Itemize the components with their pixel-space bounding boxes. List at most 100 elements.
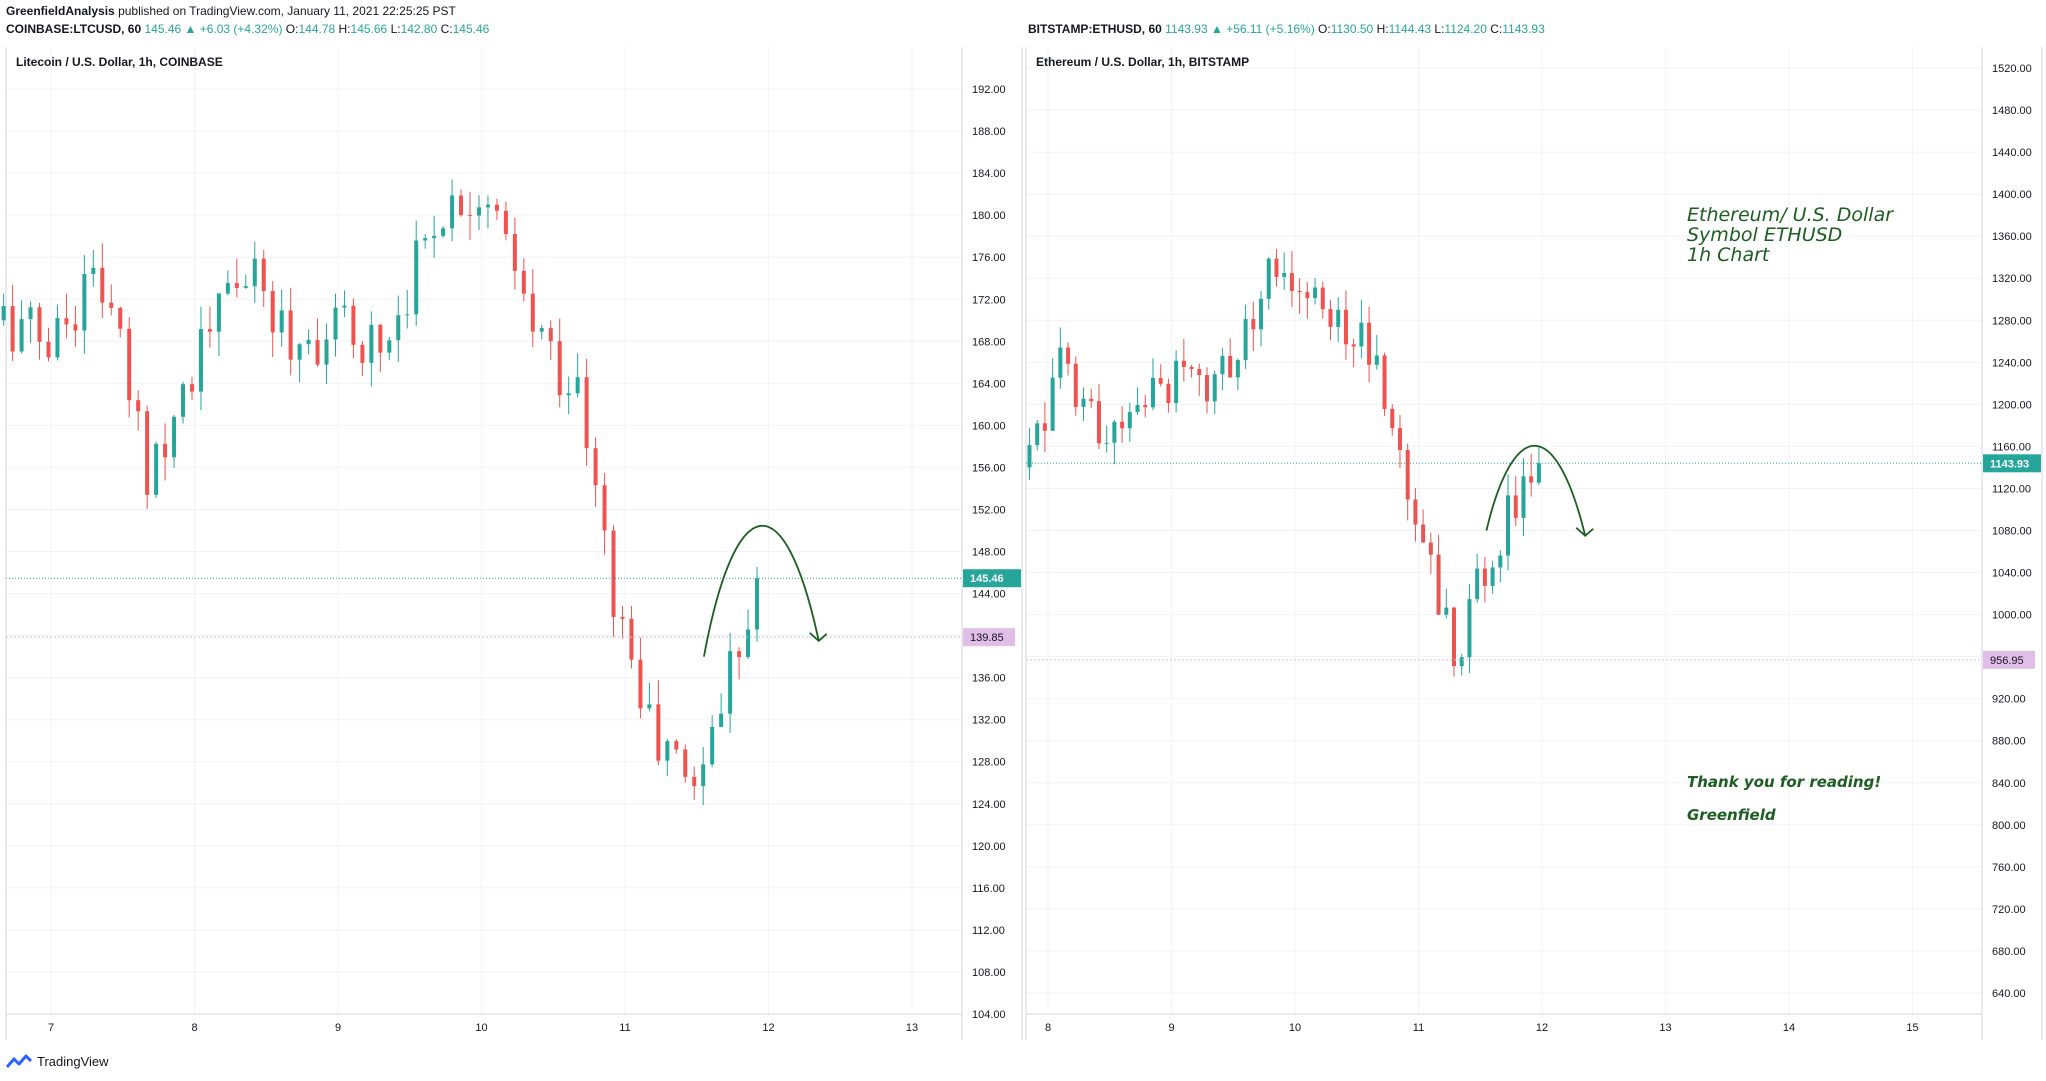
- ltc-candle-body: [728, 651, 733, 714]
- eth-candle-body: [1336, 309, 1341, 327]
- eth-candle-body: [1436, 554, 1441, 615]
- ltc-candle-body: [656, 704, 661, 761]
- ltc-chart-svg[interactable]: 104.00 108.00 112.00 116.00 120.00 124.00 128.…: [1, 47, 1023, 1045]
- ltc-x-tick-label: 8: [191, 1022, 197, 1034]
- author-name[interactable]: GreenfieldAnalysis: [6, 4, 115, 18]
- eth-candle-body: [1428, 542, 1433, 555]
- ltc-last-price-tag: [963, 569, 1021, 588]
- ltc-last-price: 145.46: [144, 22, 182, 36]
- ltc-x-tick-label: 7: [48, 1022, 54, 1034]
- eth-note-sign: Greenfield: [1687, 806, 1776, 824]
- ltc-x-tick-label: 11: [619, 1022, 630, 1034]
- eth-chart-svg[interactable]: 640.00 680.00 720.00 760.00 800.00 840.00 880.…: [1025, 47, 2043, 1045]
- eth-note-line-3: 1h Chart: [1687, 244, 1770, 266]
- ltc-y-tick-label: 192.00: [972, 84, 1006, 96]
- eth-pane-title: Ethereum / U.S. Dollar, 1h, BITSTAMP: [1036, 55, 1250, 69]
- eth-candle-body: [1266, 258, 1271, 299]
- ltc-candle-body: [485, 204, 490, 208]
- eth-candle-body: [1421, 524, 1426, 543]
- ltc-candle-body: [692, 776, 697, 787]
- tradingview-brand[interactable]: TradingView: [6, 1053, 109, 1069]
- eth-candle-body: [1189, 366, 1194, 369]
- eth-y-tick-label: 840.00: [1992, 778, 2026, 790]
- eth-x-tick-label: 11: [1413, 1022, 1424, 1034]
- eth-candle-body: [1050, 377, 1055, 431]
- eth-candle-body: [1282, 273, 1287, 277]
- ltc-x-tick-label: 13: [906, 1022, 918, 1034]
- eth-candle-body: [1197, 368, 1202, 376]
- ltc-candle-body: [315, 339, 320, 365]
- ltc-candle-body: [333, 307, 338, 340]
- ltc-open: 144.78: [298, 22, 336, 36]
- ltc-candle-body: [82, 274, 87, 331]
- eth-o-label: O:: [1318, 22, 1331, 36]
- ltc-candle-body: [476, 207, 481, 216]
- eth-candle-body: [1243, 319, 1248, 361]
- eth-projection-arc: [1485, 445, 1587, 536]
- ltc-candle-body: [73, 324, 78, 331]
- eth-y-tick-label: 800.00: [1992, 820, 2026, 832]
- eth-candle-body: [1328, 309, 1333, 327]
- eth-open: 1130.50: [1330, 22, 1374, 36]
- ltc-candle-body: [172, 416, 177, 458]
- ltc-candle-body: [423, 238, 428, 241]
- ltc-l-label: L:: [390, 22, 401, 36]
- ltc-y-tick-label: 124.00: [972, 799, 1006, 811]
- eth-candle-body: [1413, 499, 1418, 525]
- ltc-candle-body: [243, 286, 248, 288]
- ltc-candle-body: [468, 215, 473, 217]
- ltc-candle-body: [494, 204, 499, 211]
- ltc-candle-body: [611, 530, 616, 617]
- eth-note-line-2: Symbol ETHUSD: [1687, 224, 1843, 246]
- eth-candle-body: [1089, 398, 1094, 402]
- eth-last-price-label: 1143.93: [1990, 458, 2029, 470]
- eth-candle-body: [1475, 568, 1480, 600]
- eth-chart-pane[interactable]: 640.00 680.00 720.00 760.00 800.00 840.00 880.…: [1025, 47, 2043, 1045]
- eth-y-tick-label: 1440.00: [1992, 147, 2032, 159]
- eth-low: 1124.20: [1444, 22, 1487, 36]
- ltc-candle-body: [145, 411, 150, 495]
- ltc-candle-body: [252, 258, 257, 287]
- ltc-candle-body: [719, 713, 724, 727]
- eth-candle-body: [1397, 428, 1402, 450]
- eth-candle-body: [1120, 421, 1125, 429]
- eth-y-tick-label: 880.00: [1992, 736, 2026, 748]
- eth-candle-body: [1042, 423, 1047, 431]
- eth-candle-body: [1482, 568, 1487, 586]
- ltc-high: 145.66: [350, 22, 388, 36]
- eth-candle-body: [1490, 567, 1495, 586]
- eth-candle-body: [1127, 412, 1132, 429]
- ltc-candle-body: [683, 749, 688, 777]
- eth-candle-body: [1112, 421, 1117, 443]
- ltc-candle-body: [557, 341, 562, 396]
- ltc-level-label: 139.85: [970, 632, 1004, 644]
- eth-candle-body: [1382, 355, 1387, 409]
- ltc-candle-body: [746, 629, 751, 658]
- eth-high: 1144.43: [1388, 22, 1432, 36]
- ltc-candle-body: [288, 310, 293, 360]
- ltc-close: 145.46: [452, 22, 490, 36]
- eth-y-tick-label: 920.00: [1992, 694, 2026, 706]
- eth-candle-body: [1390, 408, 1395, 429]
- ltc-y-tick-label: 172.00: [972, 294, 1006, 306]
- ltc-candle-body: [55, 318, 60, 358]
- eth-note-thanks: Thank you for reading!: [1687, 773, 1882, 791]
- eth-candle-body: [1220, 356, 1225, 375]
- ltc-y-tick-label: 152.00: [972, 504, 1006, 516]
- eth-y-tick-label: 1520.00: [1992, 63, 2032, 75]
- eth-symbol[interactable]: BITSTAMP:ETHUSD, 60: [1028, 22, 1162, 36]
- ltc-candle-body: [163, 443, 168, 458]
- ltc-candle-body: [100, 267, 105, 303]
- ltc-y-tick-label: 104.00: [972, 1009, 1006, 1021]
- eth-candle-body: [1343, 309, 1348, 345]
- ltc-level-tag: [963, 628, 1015, 647]
- ltc-candle-body: [503, 210, 508, 234]
- eth-x-tick-label: 12: [1536, 1022, 1548, 1034]
- ltc-symbol[interactable]: COINBASE:LTCUSD, 60: [6, 22, 142, 36]
- ltc-chart-pane[interactable]: 104.00 108.00 112.00 116.00 120.00 124.00 128.…: [1, 47, 1023, 1045]
- ltc-candle-body: [1, 306, 6, 321]
- ltc-candle-body: [28, 307, 33, 320]
- ltc-candle-body: [297, 344, 302, 360]
- ltc-candle-body: [270, 291, 275, 333]
- ltc-last-price-label: 145.46: [970, 573, 1004, 585]
